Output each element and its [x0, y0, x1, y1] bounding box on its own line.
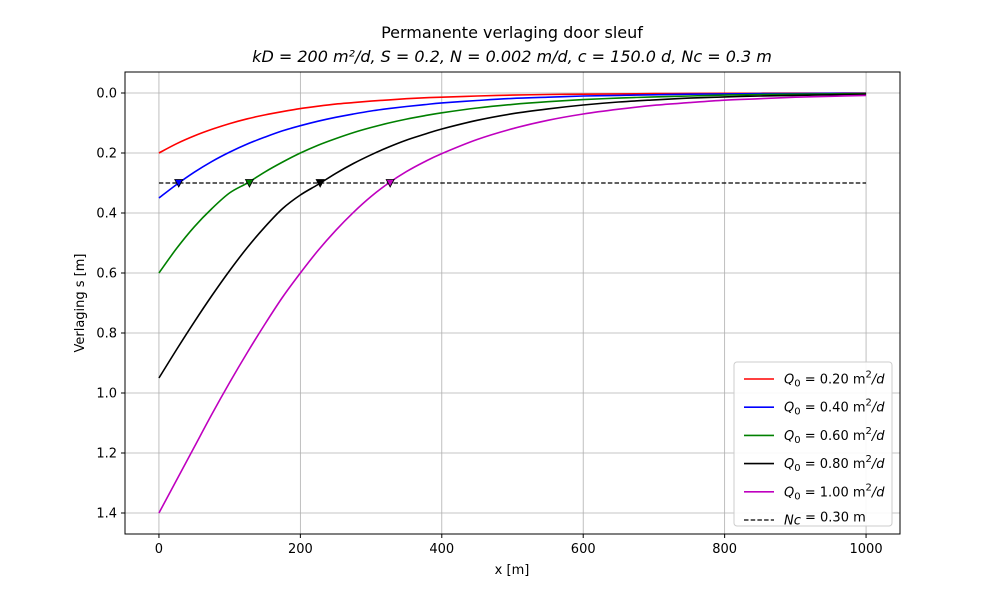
y-tick-label: 1.2	[96, 447, 117, 462]
x-tick-label: 400	[429, 542, 454, 557]
chart-subtitle: kD = 200 m²/d, S = 0.2, N = 0.002 m/d, c…	[252, 47, 772, 66]
series-line-3	[158, 93, 867, 379]
y-axis-ticks: 0.0 0.2 0.4 0.6 0.8 1.0 1.2 1.4	[96, 87, 125, 522]
y-tick-label: 0.2	[96, 147, 117, 162]
plot-frame	[124, 71, 901, 535]
series-lines	[158, 92, 867, 514]
intersection-marker-3	[385, 179, 395, 188]
legend-entry-5: Nc = 0.30 m	[784, 511, 866, 529]
legend-entry-3: Q0 = 0.80 m2/d	[784, 454, 885, 474]
y-tick-label: 1.0	[96, 387, 117, 402]
series-line-2	[158, 92, 867, 274]
intersection-marker-2	[315, 179, 325, 188]
legend: Q0 = 0.20 m2/d Q0 = 0.40 m2/d Q0 = 0.60 m2…	[733, 361, 893, 529]
intersection-marker-0	[174, 179, 184, 188]
y-axis-label: Verlaging s [m]	[73, 253, 88, 352]
x-tick-label: 600	[571, 542, 596, 557]
y-tick-label: 0.0	[96, 87, 117, 102]
x-tick-label: 800	[712, 542, 737, 557]
legend-entry-1: Q0 = 0.40 m2/d	[784, 398, 885, 418]
x-axis-label: x [m]	[495, 563, 530, 578]
intersection-marker-1	[244, 179, 255, 188]
series-line-1	[158, 92, 867, 199]
series-line-4	[158, 94, 867, 514]
y-tick-label: 0.8	[96, 327, 117, 342]
x-tick-label: 0	[155, 542, 163, 557]
legend-entry-2: Q0 = 0.60 m2/d	[784, 426, 885, 446]
x-axis-ticks: 0 200 400 600 800 1000	[155, 534, 883, 557]
legend-entry-4: Q0 = 1.00 m2/d	[784, 482, 885, 502]
legend-entry-0: Q0 = 0.20 m2/d	[784, 370, 885, 390]
y-tick-label: 1.4	[96, 507, 117, 522]
x-tick-label: 200	[288, 542, 313, 557]
y-tick-label: 0.4	[96, 207, 117, 222]
intersection-markers	[174, 179, 395, 188]
series-line-0	[158, 92, 867, 154]
x-tick-label: 1000	[850, 542, 883, 557]
legend-box	[733, 361, 893, 527]
y-tick-label: 0.6	[96, 267, 117, 282]
chart-title: Permanente verlaging door sleuf	[381, 23, 643, 42]
